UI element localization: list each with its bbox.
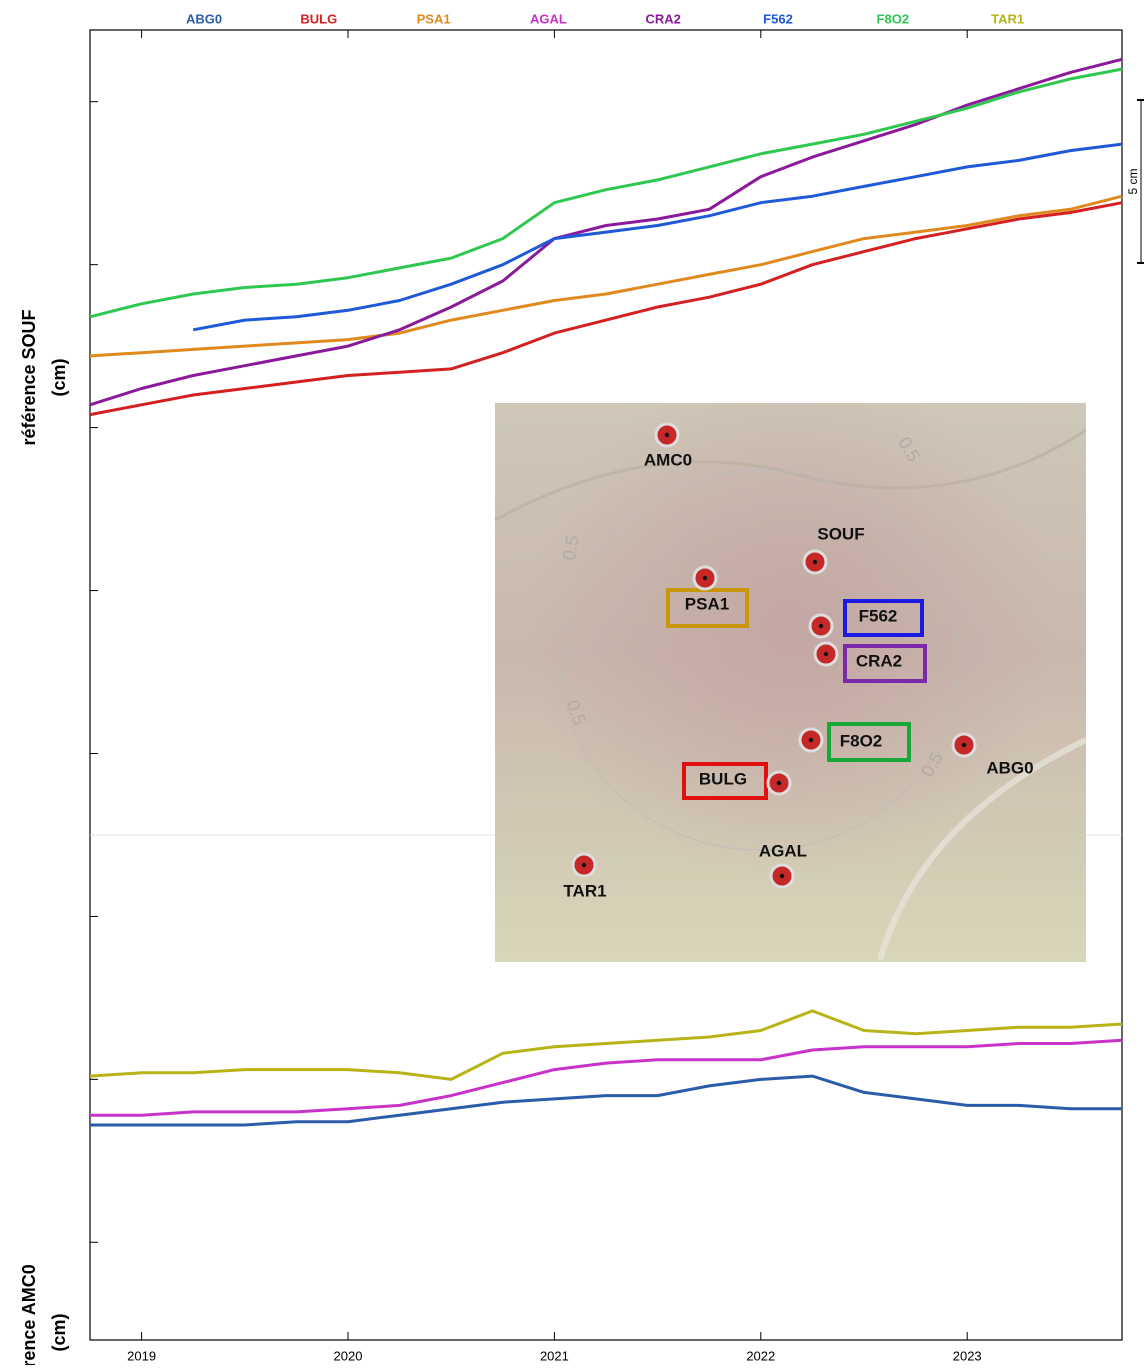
station-label: PSA1 — [685, 594, 729, 613]
station-center — [819, 624, 823, 628]
page: {"chart_data": {"type": "line", "x": [20… — [0, 0, 1144, 1365]
legend-entry: TAR1 — [991, 11, 1024, 26]
legend-entry: PSA1 — [417, 11, 451, 26]
station-center — [665, 433, 669, 437]
station-label: AGAL — [759, 841, 807, 860]
legend-entry: F8O2 — [877, 11, 910, 26]
station-label: TAR1 — [563, 881, 606, 900]
x-tick-label: 2020 — [334, 1348, 363, 1363]
scale-bar-label: 5 cm — [1126, 168, 1140, 194]
y-axis-label: référence AMC0 — [19, 1264, 39, 1365]
contour-label: 0.5 — [559, 534, 583, 562]
station-center — [780, 874, 784, 878]
legend-entry: CRA2 — [645, 11, 680, 26]
x-tick-label: 2021 — [540, 1348, 569, 1363]
station-label: AMC0 — [644, 450, 692, 469]
legend-entry: BULG — [300, 11, 337, 26]
legend-entry: ABG0 — [186, 11, 222, 26]
station-center — [809, 738, 813, 742]
station-label: SOUF — [817, 524, 864, 543]
legend-entry: F562 — [763, 11, 793, 26]
y-axis-label: (cm) — [49, 1313, 69, 1351]
y-axis-label: (cm) — [49, 358, 69, 396]
x-tick-label: 2023 — [953, 1348, 982, 1363]
station-center — [813, 560, 817, 564]
station-label: CRA2 — [856, 651, 902, 670]
station-center — [582, 863, 586, 867]
station-center — [777, 781, 781, 785]
x-tick-label: 2022 — [746, 1348, 775, 1363]
station-center — [962, 743, 966, 747]
station-label: F562 — [859, 606, 898, 625]
station-label: F8O2 — [840, 731, 883, 750]
y-axis-label: référence SOUF — [19, 309, 39, 445]
figure: 2019 2020 2021 2022 2023 référence SOUF (cm) ré… — [0, 0, 1144, 1365]
station-center — [703, 576, 707, 580]
map-inset: AMC0 SOUF PSA1 F562 CRA2 F8O2 ABG0 BULG AGAL TAR1… — [495, 403, 1086, 962]
station-center — [824, 652, 828, 656]
x-tick-label: 2019 — [127, 1348, 156, 1363]
legend-entry: AGAL — [530, 11, 567, 26]
station-label: BULG — [699, 769, 747, 788]
station-label: ABG0 — [986, 758, 1033, 777]
